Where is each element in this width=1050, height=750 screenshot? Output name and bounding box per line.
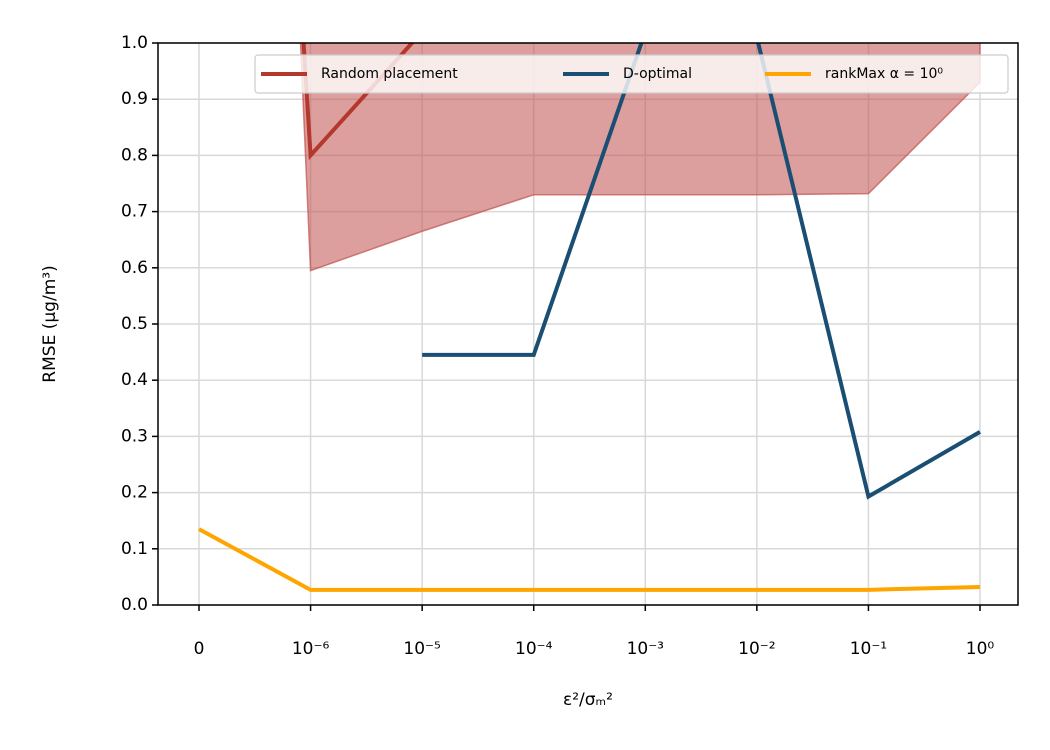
x-tick-label: 10⁰ bbox=[966, 639, 995, 659]
y-tick-label: 0.1 bbox=[121, 539, 148, 559]
axes-frame bbox=[157, 42, 1019, 606]
confidence-band bbox=[299, 43, 981, 272]
y-tick-label: 0.8 bbox=[121, 145, 148, 165]
x-tick-label: 10⁻² bbox=[738, 639, 775, 659]
y-tick-label: 0.4 bbox=[121, 370, 148, 390]
legend-label: Random placement bbox=[321, 66, 458, 82]
y-tick-label: 0.0 bbox=[121, 595, 148, 615]
y-tick-label: 0.7 bbox=[121, 202, 148, 222]
y-tick-label: 0.9 bbox=[121, 89, 148, 109]
y-tick-label: 0.3 bbox=[121, 426, 148, 446]
x-tick-label: 0 bbox=[194, 639, 205, 659]
x-tick-label: 10⁻¹ bbox=[850, 639, 887, 659]
series-line bbox=[422, 43, 982, 500]
y-tick-label: 0.2 bbox=[121, 483, 148, 503]
legend-label: rankMax α = 10⁰ bbox=[825, 66, 943, 82]
x-tick-label: 10⁻⁶ bbox=[292, 639, 330, 659]
x-tick-label: 10⁻³ bbox=[627, 639, 664, 659]
legend-box bbox=[254, 54, 1009, 94]
x-tick-label: 10⁻⁴ bbox=[515, 639, 553, 659]
y-tick-label: 1.0 bbox=[121, 33, 148, 53]
legend-label: D-optimal bbox=[623, 66, 692, 82]
x-axis-label: ε²/σₘ² bbox=[563, 690, 613, 710]
y-tick-label: 0.6 bbox=[121, 258, 148, 278]
y-axis-label: RMSE (μg/m³) bbox=[40, 265, 60, 382]
series-line bbox=[198, 527, 981, 592]
y-tick-label: 0.5 bbox=[121, 314, 148, 334]
x-tick-label: 10⁻⁵ bbox=[403, 639, 440, 659]
